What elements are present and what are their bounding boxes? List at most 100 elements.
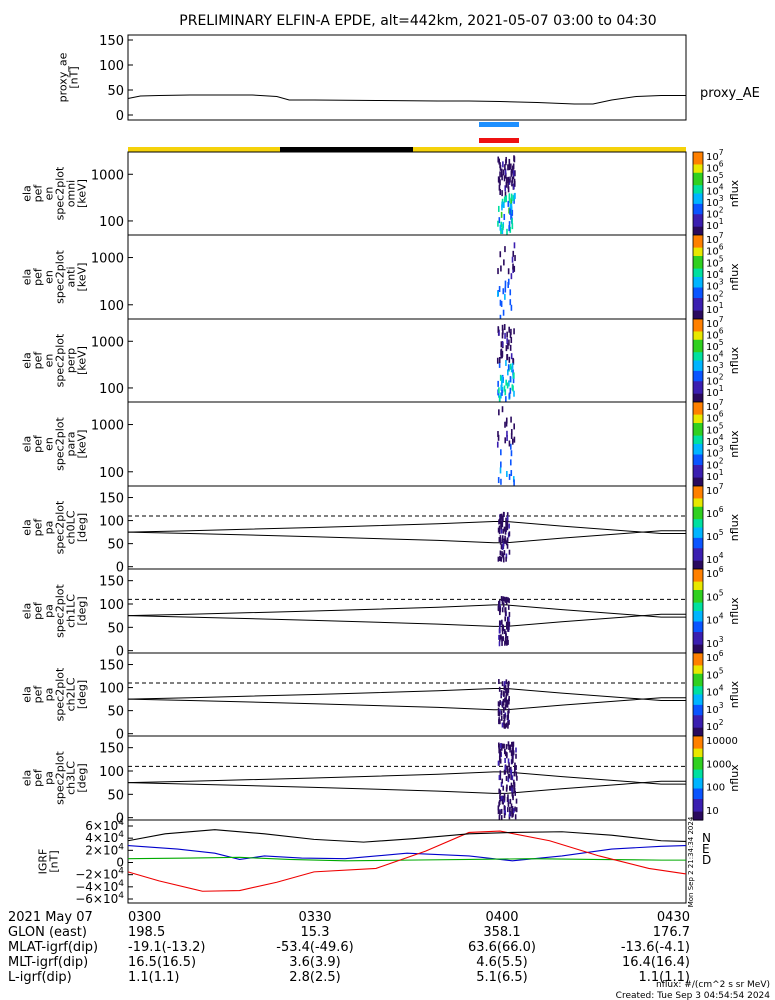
spectrogram-pixel [507, 626, 509, 632]
y-tick-label: 4×104 [85, 830, 124, 845]
spectrogram-pixel [510, 366, 513, 373]
spectrogram-pixel [504, 713, 506, 719]
spectrogram-pixel [501, 624, 504, 630]
proxy-ae-legend: proxy_AE [700, 86, 760, 101]
spectrogram-pixel [498, 217, 501, 224]
spectrogram-pixel [505, 379, 507, 386]
spectrogram-pixel [506, 512, 509, 518]
spectrogram-pixel [501, 516, 504, 522]
spectrogram-pixel [509, 387, 512, 394]
colorbar-segment [693, 433, 703, 437]
spectrogram-pixel [497, 434, 500, 441]
spectrogram-pixel [514, 170, 516, 177]
x-table-cell: 3.6(3.9) [289, 955, 341, 970]
y-tick-label: 1000 [91, 335, 124, 350]
colorbar-segment [693, 247, 703, 251]
spectrogram-pixel [505, 181, 508, 188]
colorbar-segment [693, 515, 703, 518]
spectrogram-pixel [505, 786, 508, 792]
spectrogram-pixel [499, 374, 502, 381]
colorbar-segment [693, 706, 703, 710]
colorbar-segment [693, 675, 703, 679]
colorbar-segment [693, 692, 703, 696]
spectrogram-pixel [500, 528, 503, 534]
spectrogram-pixel [498, 602, 501, 608]
spectrogram-pixel [503, 743, 505, 749]
spectrogram-pixel [498, 519, 500, 525]
x-table-cell: 176.7 [653, 925, 690, 940]
colorbar-segment [693, 533, 703, 537]
colorbar-tick-label: 105 [706, 528, 724, 543]
spec_anti-ylabel-line: pef [32, 267, 45, 286]
colorbar-segment [693, 815, 703, 819]
panel-frame [127, 318, 687, 403]
colorbar-segment [693, 671, 703, 675]
spectrogram-pixel [513, 265, 516, 272]
pa_ch3-ylabel-line: [deg] [76, 763, 89, 792]
colorbar-segment [693, 792, 703, 796]
y-tick-label: 0 [116, 728, 124, 743]
spec_perp-ylabel-line: ela [21, 352, 34, 369]
spectrogram-pixel [509, 806, 511, 812]
colorbar-label: nflux [728, 764, 741, 792]
spectrogram-pixel [502, 785, 505, 791]
spectrogram-pixel [499, 607, 501, 613]
colorbar-segment [693, 537, 703, 541]
colorbar-segment [693, 389, 703, 393]
colorbar-segment [693, 214, 703, 217]
spectrogram-pixel [511, 755, 514, 761]
spectrogram-pixel [513, 180, 516, 187]
colorbar-segment [693, 508, 703, 512]
colorbar-segment [693, 634, 703, 637]
y-tick-label: 100 [99, 382, 124, 397]
spectrogram-pixel [513, 328, 515, 335]
spectrogram-pixel [500, 461, 502, 468]
spectrogram-pixel [507, 176, 510, 183]
colorbar-segment [693, 704, 703, 708]
spectrogram-pixel [508, 440, 511, 447]
spectrogram-pixel [502, 288, 505, 295]
spectrogram-pixel [501, 522, 504, 528]
spectrogram-pixel [497, 268, 499, 275]
spectrogram-pixel [502, 707, 505, 713]
spectrogram-pixel [512, 757, 514, 763]
colorbar-tick-label: 101 [706, 301, 724, 316]
colorbar-segment [693, 550, 703, 553]
spectrogram-pixel [505, 553, 508, 559]
colorbar-segment [693, 784, 703, 787]
colorbar-segment [693, 571, 703, 574]
spectrogram-pixel [500, 352, 503, 359]
colorbar-segment [693, 754, 703, 758]
colorbar-segment [693, 632, 703, 635]
spectrogram-pixel [503, 749, 506, 755]
spectrogram-pixel [504, 723, 507, 729]
colorbar-segment [693, 650, 703, 654]
spectrogram-pixel [507, 268, 510, 275]
spectrogram-pixel [514, 762, 516, 768]
spectrogram-pixel [498, 628, 501, 634]
colorbar-segment [693, 669, 703, 673]
spectrogram-pixel [503, 723, 506, 729]
colorbar-tick-label: 10 [706, 806, 719, 817]
spectrogram-pixel [505, 596, 508, 602]
y-tick-label: 50 [107, 788, 124, 803]
spectrogram-pixel [501, 681, 504, 687]
spectrogram-pixel [516, 775, 518, 781]
spectrogram-pixel [498, 184, 501, 191]
spectrogram-pixel [511, 806, 514, 812]
spectrogram-pixel [506, 635, 509, 641]
spectrogram-pixel [508, 762, 510, 768]
colorbar-segment [693, 372, 703, 376]
spectrogram-pixel [507, 713, 510, 719]
colorbar-segment [693, 199, 703, 203]
spectrogram-pixel [512, 476, 515, 483]
y-tick-label: 50 [107, 538, 124, 553]
colorbar-segment [693, 506, 703, 510]
pa_ch1-ylabel-line: pef [32, 601, 45, 620]
spectrogram-pixel [500, 384, 503, 391]
spectrogram-pixel [513, 771, 516, 777]
x-table-cell: 1.1(1.1) [639, 970, 691, 985]
colorbar-segment [693, 771, 703, 775]
spectrogram-pixel [508, 598, 510, 604]
spec_omni-ylabel-line: spec2plot [54, 166, 67, 220]
